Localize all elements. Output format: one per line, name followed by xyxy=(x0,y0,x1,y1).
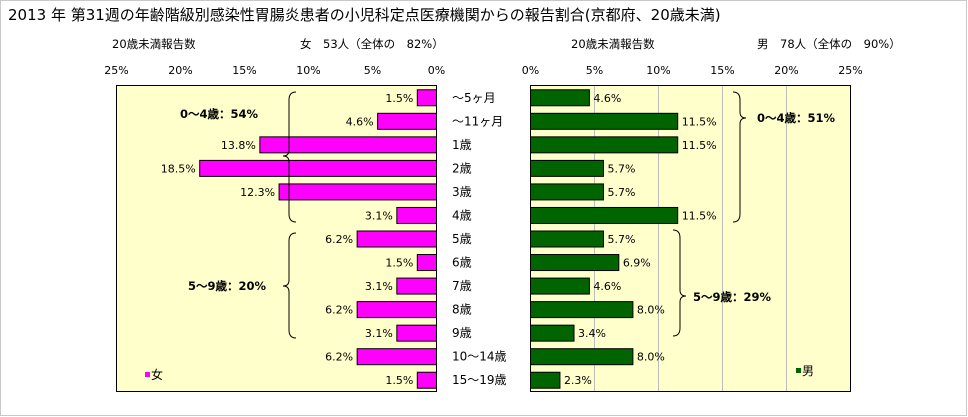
age-category-label: 5歳 xyxy=(452,232,472,246)
male-bar xyxy=(530,301,634,319)
female-bar xyxy=(416,89,437,107)
female-legend-label: 女 xyxy=(151,367,163,382)
male-bar xyxy=(530,324,575,342)
male-data-label: 4.6% xyxy=(593,280,621,293)
male-data-label: 2.3% xyxy=(564,374,592,387)
male-bar xyxy=(530,89,590,107)
male-data-label: 5.7% xyxy=(607,162,635,175)
female-data-label: 12.3% xyxy=(240,186,275,199)
male-data-label: 6.9% xyxy=(623,257,651,270)
female-subtitle-total: 女 53人（全体の 82%） xyxy=(300,37,444,51)
female-bar xyxy=(356,301,438,319)
male-legend-swatch xyxy=(796,368,801,373)
female-bar xyxy=(396,277,438,295)
male-tick-label: 5% xyxy=(585,64,604,77)
female-data-label: 4.6% xyxy=(346,115,374,128)
female-tick-label: 20% xyxy=(168,64,193,77)
female-data-label: 1.5% xyxy=(385,257,413,270)
male-data-label: 4.6% xyxy=(593,92,621,105)
female-data-label: 3.1% xyxy=(365,280,393,293)
female-group-5-9-label: 5～9歳：20% xyxy=(188,279,267,293)
female-bar xyxy=(416,254,437,272)
male-bracket-5-9 xyxy=(672,229,687,337)
age-category-label: 2歳 xyxy=(452,161,472,175)
male-bar xyxy=(530,183,604,201)
female-data-label: 1.5% xyxy=(385,92,413,105)
male-subtitle-count-label: 20歳未満報告数 xyxy=(571,37,655,51)
male-tick-label: 15% xyxy=(710,64,735,77)
age-category-label: 8歳 xyxy=(452,303,472,317)
male-bracket-0-4 xyxy=(732,91,747,223)
female-bars: 1.5% 4.6% 13.8% 18.5% 12.3% 3.1% 6.2% 1.5% 3.1% 6… xyxy=(161,89,438,389)
male-data-label: 5.7% xyxy=(607,233,635,246)
male-data-label: 11.5% xyxy=(682,115,717,128)
age-category-label: 9歳 xyxy=(452,326,472,340)
female-tick-label: 5% xyxy=(363,64,382,77)
female-tick-label: 25% xyxy=(104,64,129,77)
female-data-label: 6.2% xyxy=(325,351,353,364)
female-bar xyxy=(199,159,437,177)
male-legend-label: 男 xyxy=(802,364,814,378)
female-bar xyxy=(259,136,437,154)
female-bar xyxy=(278,183,437,201)
age-category-label: ～5ヶ月 xyxy=(452,91,496,105)
age-category-label: 4歳 xyxy=(452,208,472,222)
male-bar xyxy=(530,206,679,224)
male-data-label: 3.4% xyxy=(578,327,606,340)
female-bar xyxy=(356,348,438,366)
male-tick-label: 10% xyxy=(646,64,671,77)
male-group-0-4-label: 0～4歳：51% xyxy=(757,111,836,125)
female-data-label: 3.1% xyxy=(365,327,393,340)
female-tick-label: 0% xyxy=(427,64,446,77)
male-bar xyxy=(530,159,604,177)
male-bar xyxy=(530,371,561,389)
male-data-label: 5.7% xyxy=(607,186,635,199)
female-data-label: 1.5% xyxy=(385,374,413,387)
age-category-label: ～11ヶ月 xyxy=(452,114,503,128)
male-bar xyxy=(530,230,604,248)
male-bar xyxy=(530,348,634,366)
age-category-label: 1歳 xyxy=(452,138,472,152)
female-legend-swatch xyxy=(145,372,150,377)
male-data-label: 11.5% xyxy=(682,139,717,152)
male-tick-label: 25% xyxy=(838,64,863,77)
male-data-label: 11.5% xyxy=(682,209,717,222)
male-subtitle-total: 男 78人（全体の 90%） xyxy=(757,37,901,51)
female-data-label: 3.1% xyxy=(365,209,393,222)
male-data-label: 8.0% xyxy=(637,351,665,364)
male-data-label: 8.0% xyxy=(637,304,665,317)
female-data-label: 18.5% xyxy=(161,162,196,175)
female-data-label: 6.2% xyxy=(325,304,353,317)
female-bracket-0-4 xyxy=(282,91,297,223)
female-bar xyxy=(356,230,438,248)
chart-title: 2013 年 第31週の年齢階級別感染性胃腸炎患者の小児科定点医療機関からの報告… xyxy=(8,6,721,24)
male-bar xyxy=(530,112,679,130)
female-data-label: 6.2% xyxy=(325,233,353,246)
female-bar xyxy=(416,371,437,389)
female-group-0-4-label: 0～4歳：54% xyxy=(180,107,259,121)
female-bar xyxy=(377,112,437,130)
male-bar xyxy=(530,277,590,295)
age-category-label: 6歳 xyxy=(452,256,472,270)
age-category-label: 15～19歳 xyxy=(452,373,507,387)
male-bar xyxy=(530,136,679,154)
male-bar xyxy=(530,254,620,272)
female-bar xyxy=(396,206,438,224)
male-tick-label: 0% xyxy=(521,64,540,77)
male-bars: 4.6%11.5%11.5%5.7%5.7%11.5%5.7%6.9%4.6%8… xyxy=(530,89,717,389)
male-tick-label: 20% xyxy=(774,64,799,77)
female-bracket-5-9 xyxy=(282,232,297,339)
age-category-label: 3歳 xyxy=(452,185,472,199)
female-tick-label: 10% xyxy=(296,64,321,77)
age-category-label: 7歳 xyxy=(452,279,472,293)
male-group-5-9-label: 5～9歳：29% xyxy=(693,290,772,304)
female-tick-label: 15% xyxy=(232,64,257,77)
category-labels: ～5ヶ月 ～11ヶ月 1歳 2歳 3歳 4歳 5歳 6歳 7歳 8歳 9歳 10～14歳 15～19歳 xyxy=(452,91,507,387)
female-bar xyxy=(396,324,438,342)
female-data-label: 13.8% xyxy=(221,139,256,152)
age-category-label: 10～14歳 xyxy=(452,350,507,364)
female-subtitle-count-label: 20歳未満報告数 xyxy=(112,37,196,51)
